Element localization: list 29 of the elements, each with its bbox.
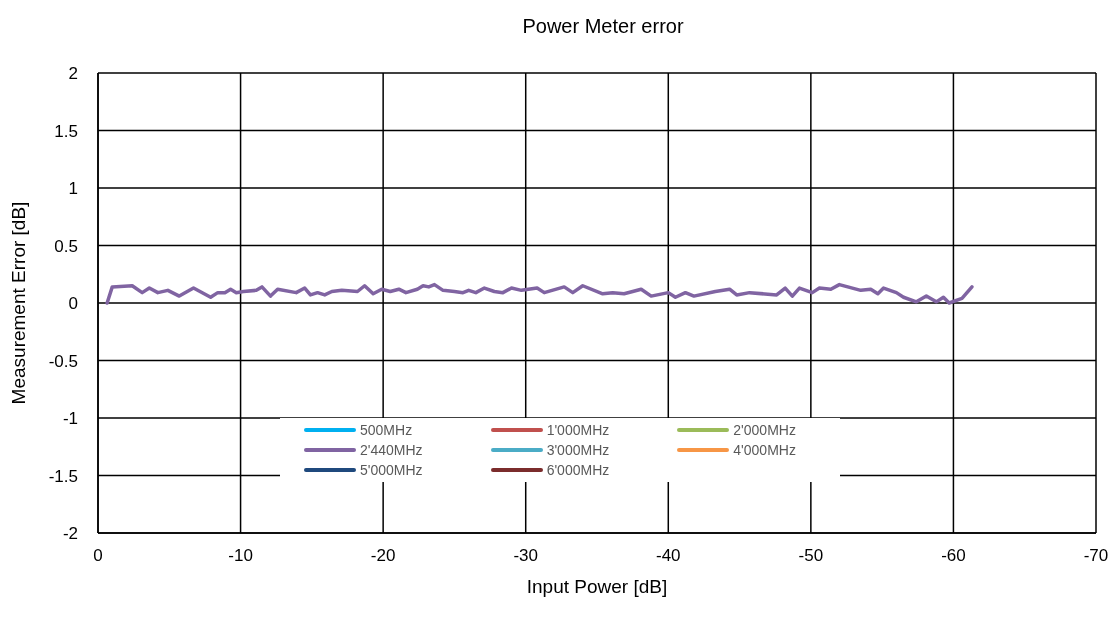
- legend-label: 500MHz: [360, 422, 413, 438]
- legend-label: 1'000MHz: [546, 422, 610, 438]
- x-tick-label: -10: [228, 546, 253, 566]
- x-tick-label: -70: [1083, 546, 1109, 566]
- legend-label: 3'000MHz: [546, 442, 610, 458]
- y-tick-label: 0.5: [54, 236, 78, 256]
- y-tick-label: -1.5: [48, 466, 78, 486]
- y-tick-label: 2: [68, 64, 78, 84]
- y-axis-title: Measurement Error [dB]: [7, 201, 29, 405]
- y-tick-label: -0.5: [48, 351, 78, 371]
- x-tick-label: -40: [656, 546, 681, 566]
- y-tick-label: -1: [62, 409, 78, 429]
- x-tick-label: -20: [370, 546, 396, 566]
- x-axis-title: Input Power [dB]: [526, 576, 668, 597]
- legend-label: 2'000MHz: [733, 422, 796, 438]
- legend-label: 4'000MHz: [733, 442, 796, 458]
- y-tick-label: -2: [62, 524, 78, 544]
- y-tick-label: 0: [68, 294, 78, 314]
- x-tick-label: -60: [941, 546, 966, 566]
- y-tick-label: 1: [68, 179, 78, 199]
- x-tick-label: -30: [513, 546, 538, 566]
- x-tick-label: -50: [798, 546, 824, 566]
- x-tick-label: 0: [93, 546, 103, 566]
- legend-label: 6'000MHz: [546, 462, 610, 478]
- chart-title: Power Meter error: [521, 14, 685, 39]
- legend-label: 2'440MHz: [360, 442, 423, 458]
- line-series: [105, 282, 974, 305]
- y-tick-label: 1.5: [54, 121, 78, 141]
- legend-label: 5'000MHz: [360, 462, 423, 478]
